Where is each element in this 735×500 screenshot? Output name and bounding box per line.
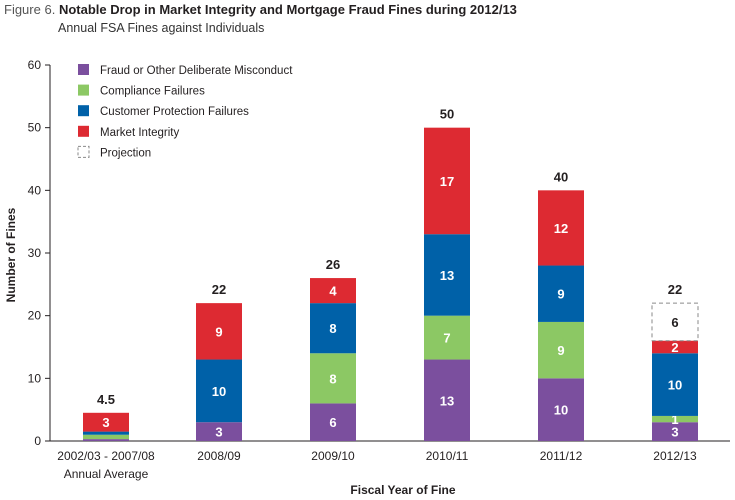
legend-swatch <box>78 125 89 137</box>
figure-label: Figure 6. <box>4 2 56 17</box>
bar-segment <box>310 353 356 404</box>
x-tick-label: 2008/09 <box>197 449 241 463</box>
bar-segment <box>83 439 129 441</box>
x-tick-sublabel: Annual Average <box>64 467 149 481</box>
bar-total-label: 26 <box>326 257 340 272</box>
bar-segment-label: 10 <box>554 403 568 418</box>
bar-segment-label: 13 <box>440 268 454 283</box>
legend-swatch <box>78 105 89 117</box>
bar-segment-label: 6 <box>329 415 336 430</box>
y-axis-title: Number of Fines <box>4 207 18 302</box>
x-tick-label: 2012/13 <box>653 449 697 463</box>
chart-subtitle: Annual FSA Fines against Individuals <box>58 21 265 35</box>
bar-segment <box>538 190 584 266</box>
y-tick-label: 10 <box>28 371 42 385</box>
bar-total-label: 22 <box>668 282 682 297</box>
bar-segment-label: 3 <box>102 415 109 430</box>
bar-segment-label: 3 <box>215 425 222 440</box>
bar-segment <box>424 127 470 235</box>
bar-segment-label: 10 <box>212 384 226 399</box>
bar-segment-projection <box>651 302 699 342</box>
bar-segment-label: 2 <box>671 340 678 355</box>
bar-segment <box>196 359 242 423</box>
bar-segment <box>424 234 470 316</box>
bar-segment-label: 7 <box>443 331 450 346</box>
bar-segment <box>83 434 129 440</box>
bar-segment <box>652 415 698 423</box>
bar-total-label: 50 <box>440 107 454 122</box>
bar-segment <box>424 359 470 441</box>
bar-segment <box>424 315 470 360</box>
bar-segment <box>310 403 356 441</box>
y-tick-label: 50 <box>28 121 42 135</box>
x-tick-label: 2011/12 <box>540 449 583 463</box>
bar-segment <box>538 321 584 379</box>
bar-total-label: 40 <box>554 169 568 184</box>
bar-segment-label: 3 <box>671 425 678 440</box>
y-tick-label: 30 <box>28 246 42 260</box>
bar-segment <box>310 278 356 304</box>
bar-segment-label: 8 <box>329 371 336 386</box>
bar-segment-label: 9 <box>557 343 564 358</box>
legend-swatch-projection <box>77 145 90 158</box>
legend-label: Fraud or Other Deliberate Misconduct <box>100 65 293 77</box>
x-tick-label: 2010/11 <box>426 449 469 463</box>
bar-segment-label: 12 <box>554 221 568 236</box>
legend-label: Market Integrity <box>100 127 179 139</box>
legend-swatch <box>78 64 89 75</box>
legend-swatch <box>78 84 89 96</box>
title-text: Notable Drop in Market Integrity and Mor… <box>58 2 517 17</box>
y-tick-label: 0 <box>34 434 41 448</box>
bar-total-label: 4.5 <box>97 392 115 407</box>
x-tick-label: 2009/10 <box>311 449 355 463</box>
bar-segment <box>310 303 356 354</box>
y-tick-label: 60 <box>28 58 42 72</box>
bar-segment <box>652 422 698 441</box>
bar-segment-label: 10 <box>668 378 682 393</box>
bar-segment <box>652 353 698 416</box>
bar-segment <box>196 422 242 441</box>
bar-segment-label: 9 <box>215 324 222 339</box>
bar-segment-label: 6 <box>671 315 678 330</box>
legend-label: Customer Protection Failures <box>100 106 249 118</box>
bar-segment <box>652 340 698 354</box>
bar-segment <box>538 265 584 322</box>
bar-segment-label: 1 <box>671 412 678 427</box>
bar-total-label: 22 <box>212 282 226 297</box>
bar-segment <box>538 378 584 441</box>
bar-segment-label: 4 <box>329 284 337 299</box>
bar-segment-label: 13 <box>440 393 454 408</box>
y-tick-label: 40 <box>28 183 42 197</box>
chart-title: Figure 6. Notable Drop in Market Integri… <box>4 2 517 17</box>
bar-segment-label: 8 <box>329 321 336 336</box>
bar-segment <box>83 412 129 432</box>
bar-segment <box>83 431 129 435</box>
legend-label: Projection <box>100 147 151 159</box>
x-tick-label: 2002/03 - 2007/08 <box>57 449 155 463</box>
bar-segment <box>196 303 242 360</box>
bar-segment-label: 9 <box>557 287 564 302</box>
x-axis-title: Fiscal Year of Fine <box>350 483 455 497</box>
y-tick-label: 20 <box>28 309 42 323</box>
bar-segment-label: 17 <box>440 174 454 189</box>
legend-label: Compliance Failures <box>100 86 205 98</box>
